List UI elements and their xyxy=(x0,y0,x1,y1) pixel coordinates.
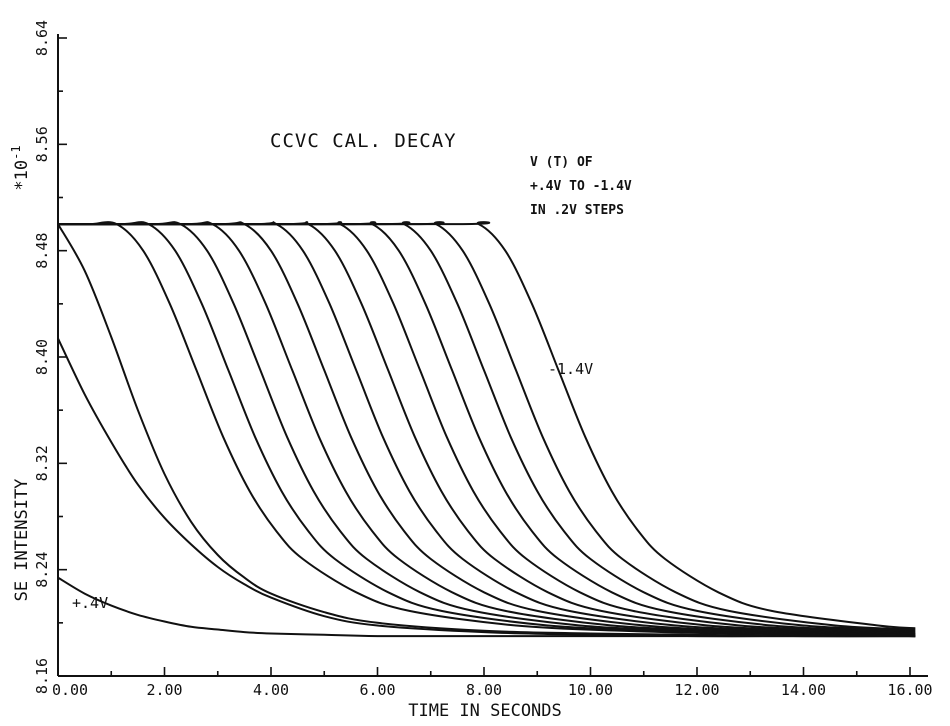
series-curves xyxy=(57,221,916,638)
y-tick-label: 8.32 xyxy=(33,445,51,481)
x-tick-label: 16.00 xyxy=(887,681,932,699)
decay-curve-6 xyxy=(58,221,916,638)
y-tick-label: 8.24 xyxy=(33,552,51,588)
annotation-line-steps: IN .2V STEPS xyxy=(530,203,624,218)
chart-title: CCVC CAL. DECAY xyxy=(270,130,457,152)
x-tick-label: 6.00 xyxy=(359,681,395,699)
decay-curve-3 xyxy=(58,221,916,638)
tick-labels: 0.00 2.00 4.00 6.00 8.00 10.00 12.00 14.00 16.00… xyxy=(33,20,933,699)
annotation-line-voltage: V (T) OF xyxy=(530,155,593,170)
decay-curve-14 xyxy=(58,221,916,630)
decay-curve-2 xyxy=(57,223,916,638)
x-tick-label: 0.00 xyxy=(52,681,88,699)
series-label-minus-1.4v: -1.4V xyxy=(548,360,593,378)
x-tick-label: 10.00 xyxy=(568,681,613,699)
decay-curve-8 xyxy=(58,221,916,636)
y-tick-label: 8.56 xyxy=(33,126,51,162)
y-multiplier-exponent: -1 xyxy=(9,145,23,159)
decay-curve-1 xyxy=(57,337,916,638)
y-tick-label: 8.64 xyxy=(33,20,51,56)
x-tick-label: 4.00 xyxy=(253,681,289,699)
x-tick-label: 12.00 xyxy=(674,681,719,699)
decay-curve-11 xyxy=(58,221,916,634)
annotation-line-range: +.4V TO -1.4V xyxy=(530,179,632,194)
decay-curve-9 xyxy=(58,221,916,635)
series-label-plus-0.4v: +.4V xyxy=(72,594,108,612)
y-tick-label: 8.40 xyxy=(33,339,51,375)
y-multiplier-base: *10 xyxy=(12,160,32,191)
decay-curve-4 xyxy=(58,221,916,638)
decay-curve-13 xyxy=(58,221,916,631)
x-tick-label: 8.00 xyxy=(466,681,502,699)
decay-curve-5 xyxy=(58,221,916,638)
decay-curve-12 xyxy=(58,221,916,632)
y-axis-title: SE INTENSITY xyxy=(12,479,32,602)
decay-curve-7 xyxy=(58,221,916,636)
y-axis-multiplier: *10-1 xyxy=(9,145,32,190)
x-tick-label: 2.00 xyxy=(146,681,182,699)
y-tick-label: 8.48 xyxy=(33,233,51,269)
y-tick-label: 8.16 xyxy=(33,658,51,694)
x-axis-title: TIME IN SECONDS xyxy=(408,701,562,721)
decay-curve-10 xyxy=(58,221,916,635)
ticks xyxy=(57,37,911,677)
x-tick-label: 14.00 xyxy=(781,681,826,699)
